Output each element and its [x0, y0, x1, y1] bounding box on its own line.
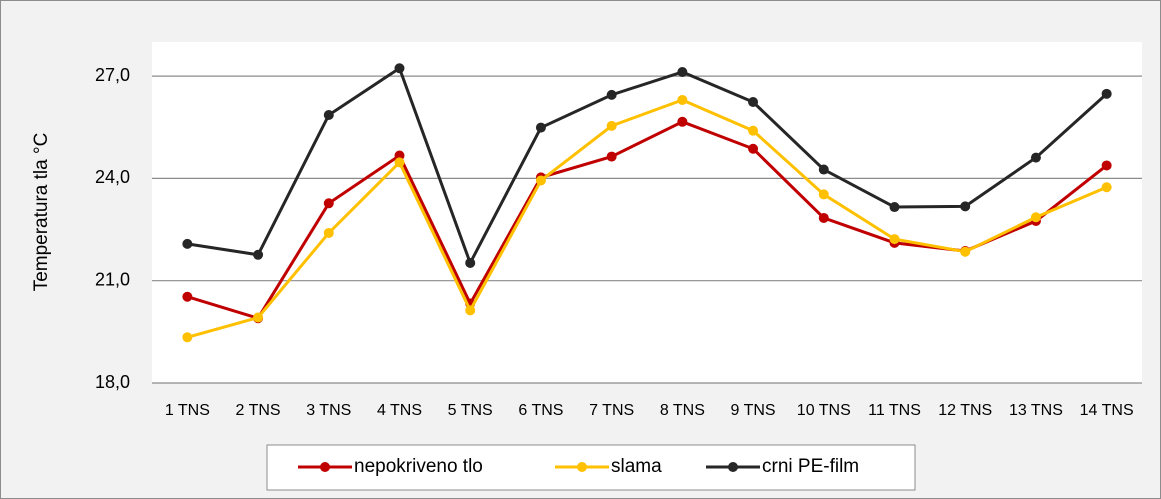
data-point	[606, 120, 617, 131]
legend-marker	[320, 462, 330, 472]
data-point	[677, 94, 688, 105]
data-point	[323, 198, 334, 209]
data-point	[1030, 152, 1041, 163]
x-tick-label: 6 TNS	[518, 402, 563, 419]
x-tick-label: 1 TNS	[165, 402, 210, 419]
x-tick-label: 5 TNS	[448, 402, 493, 419]
data-point	[1030, 212, 1041, 223]
legend-label: nepokriveno tlo	[354, 456, 483, 477]
data-point	[818, 164, 829, 175]
x-tick-label: 3 TNS	[306, 402, 351, 419]
data-point	[535, 175, 546, 186]
data-point	[323, 109, 334, 120]
x-tick-label: 8 TNS	[660, 402, 705, 419]
data-point	[818, 189, 829, 200]
data-point	[677, 116, 688, 127]
data-point	[606, 89, 617, 100]
data-point	[253, 312, 264, 323]
x-tick-label: 9 TNS	[731, 402, 776, 419]
data-point	[818, 212, 829, 223]
x-tick-label: 4 TNS	[377, 402, 422, 419]
series-line	[187, 65, 1108, 267]
y-tick-label: 27,0	[95, 65, 130, 85]
data-point	[677, 67, 688, 78]
data-point	[1101, 182, 1112, 193]
data-point	[465, 305, 476, 316]
x-tick-label: 11 TNS	[868, 402, 921, 419]
x-tick-label: 13 TNS	[1009, 402, 1063, 419]
series-line	[186, 98, 1108, 339]
data-point	[182, 291, 193, 302]
legend-marker	[728, 462, 738, 472]
x-tick-label: 2 TNS	[236, 402, 281, 419]
x-tick-label: 10 TNS	[797, 402, 851, 419]
y-axis-title: Temperatura tla °C	[31, 133, 52, 292]
data-point	[889, 202, 900, 213]
data-point	[394, 63, 405, 74]
legend-label: crni PE-film	[762, 456, 859, 477]
data-point	[253, 249, 264, 260]
data-point	[394, 157, 405, 168]
data-point	[748, 125, 759, 136]
data-point	[960, 201, 971, 212]
x-tick-label: 7 TNS	[589, 402, 634, 419]
data-point	[889, 234, 900, 245]
data-point	[182, 238, 193, 249]
y-tick-label: 24,0	[95, 167, 130, 187]
x-tick-label: 12 TNS	[938, 402, 992, 419]
data-point	[323, 227, 334, 238]
data-point	[606, 151, 617, 162]
x-tick-label: 14 TNS	[1080, 402, 1134, 419]
data-point	[182, 332, 193, 343]
y-tick-label: 21,0	[95, 269, 130, 289]
data-point	[465, 257, 476, 268]
data-point	[748, 143, 759, 154]
data-point	[748, 97, 759, 108]
data-point	[535, 122, 546, 133]
legend-marker	[577, 462, 587, 472]
data-point	[960, 246, 971, 257]
data-point	[1101, 88, 1112, 99]
legend-label: slama	[611, 456, 662, 477]
plot-area	[152, 42, 1142, 383]
data-point	[1101, 160, 1112, 171]
y-tick-label: 18,0	[95, 372, 130, 392]
